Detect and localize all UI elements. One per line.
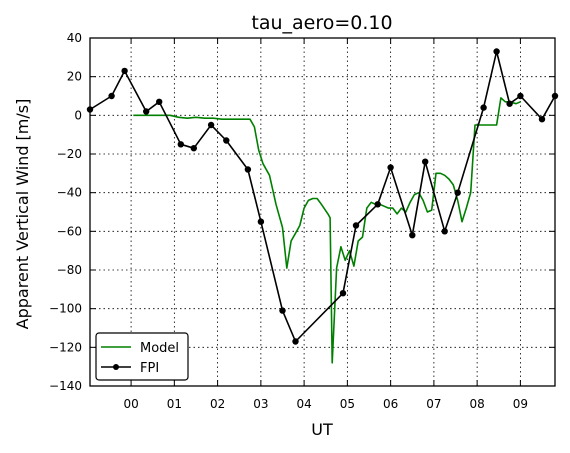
data-point-fpi — [177, 141, 184, 148]
x-tick-label: 07 — [426, 397, 441, 411]
data-point-fpi — [207, 121, 215, 129]
data-point-fpi — [121, 67, 128, 75]
legend-label-model: Model — [140, 341, 179, 356]
data-point-fpi — [352, 222, 360, 229]
data-point-fpi — [156, 98, 163, 106]
data-point-fpi — [517, 92, 524, 100]
data-point-fpi — [387, 164, 394, 171]
y-tick-label: −140 — [49, 379, 82, 393]
y-tick-label: −120 — [49, 340, 82, 354]
data-point-fpi — [143, 108, 150, 115]
x-tick-label: 00 — [123, 397, 138, 411]
y-tick-label: 0 — [74, 108, 82, 122]
data-point-fpi — [108, 92, 115, 100]
series-layer — [86, 48, 559, 364]
x-tick-label: 04 — [296, 397, 311, 411]
y-tick-label: 40 — [67, 31, 82, 45]
data-point-fpi — [493, 48, 500, 55]
x-tick-label: 05 — [340, 397, 355, 411]
series-line-model — [133, 97, 521, 364]
data-point-fpi — [257, 218, 265, 225]
plot-frame — [89, 37, 556, 387]
data-point-fpi — [339, 290, 347, 297]
x-tick-label: 06 — [383, 397, 398, 411]
legend-label-fpi: FPI — [140, 361, 159, 376]
x-tick-label: 09 — [513, 397, 528, 411]
data-point-fpi — [244, 166, 252, 173]
data-point-fpi — [538, 116, 546, 123]
y-axis-title: Apparent Vertical Wind [m/s] — [13, 99, 32, 330]
legend-box — [95, 332, 189, 381]
y-tick-label: −20 — [57, 147, 82, 161]
x-tick-label: 08 — [469, 397, 484, 411]
x-tick-label: 01 — [167, 397, 182, 411]
legend: Model FPI — [95, 332, 189, 381]
data-point-fpi — [190, 145, 197, 152]
y-tick-label: 20 — [67, 70, 82, 84]
data-point-fpi — [409, 232, 416, 239]
data-point-fpi — [422, 158, 429, 165]
data-point-fpi — [506, 100, 513, 107]
x-tick-label: 02 — [210, 397, 225, 411]
data-point-fpi — [374, 201, 381, 208]
data-point-fpi — [279, 307, 286, 314]
y-tick-label: −100 — [49, 302, 82, 316]
data-point-fpi — [223, 137, 230, 144]
y-tick-label: −80 — [57, 263, 82, 277]
data-point-fpi — [441, 228, 448, 235]
ticks: 00 01 02 03 04 05 06 07 08 09 40 20 0 −20 −40 −60 −80 −10… — [49, 31, 555, 411]
data-point-fpi — [480, 104, 487, 111]
y-tick-label: −40 — [57, 186, 82, 200]
chart-title: tau_aero=0.10 — [251, 12, 392, 34]
data-point-fpi — [454, 189, 461, 196]
x-tick-label: 03 — [253, 397, 268, 411]
legend-swatch-fpi-marker — [113, 364, 119, 370]
y-tick-label: −60 — [57, 224, 82, 238]
x-axis-title: UT — [311, 420, 333, 439]
data-point-fpi — [292, 338, 299, 345]
